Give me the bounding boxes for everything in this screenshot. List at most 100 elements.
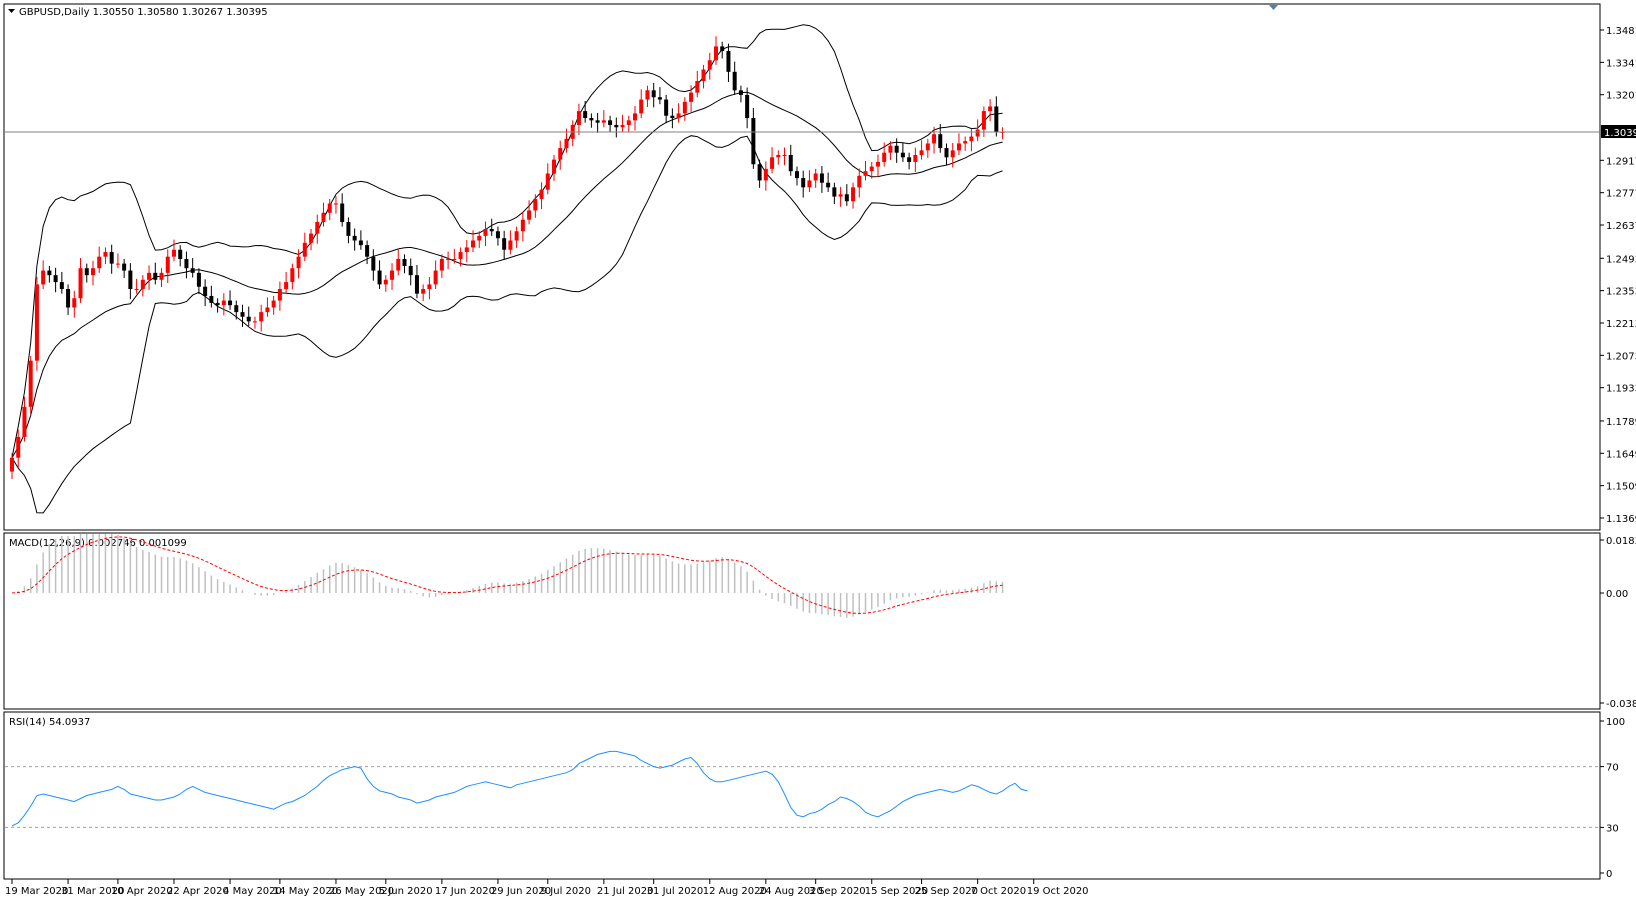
candle: [302, 232, 307, 262]
candle: [869, 161, 874, 179]
candle-body: [390, 270, 395, 280]
candle: [377, 260, 382, 290]
time-tick-label: 22 Apr 2020: [167, 886, 229, 897]
candle-body: [913, 155, 918, 162]
candle-body: [832, 187, 837, 197]
candle-body: [552, 159, 557, 174]
candle: [358, 230, 363, 250]
candle-body: [10, 457, 14, 472]
candle-body: [944, 148, 949, 158]
candle: [47, 265, 52, 283]
candle-body: [963, 141, 968, 144]
candle-body: [620, 124, 625, 128]
candle: [626, 115, 631, 133]
candle: [676, 103, 681, 123]
candle: [969, 129, 974, 152]
chart-shift-marker-icon[interactable]: [1269, 5, 1278, 10]
bollinger-lower-line: [11, 135, 1003, 514]
candle: [838, 186, 843, 207]
candle-body: [732, 71, 737, 91]
macd-label: MACD(12,26,9) 0.002746 0.001099: [9, 538, 187, 549]
candle: [938, 124, 943, 153]
candle-body: [433, 270, 438, 285]
candle: [944, 143, 949, 165]
candle: [738, 85, 743, 103]
candle: [614, 117, 619, 138]
candle: [701, 64, 706, 89]
candle: [608, 115, 613, 133]
candle-body: [427, 284, 432, 290]
candle: [527, 200, 532, 225]
candle-body: [720, 46, 725, 52]
current-price-tag-text: 1.30395: [1604, 128, 1636, 139]
candle-body: [520, 219, 525, 232]
candle: [801, 170, 806, 198]
candle-body: [41, 270, 46, 285]
candles: [10, 36, 1005, 479]
candle-body: [726, 51, 731, 72]
candle-body: [228, 300, 233, 306]
candle-body: [383, 279, 388, 285]
time-tick-label: 31 Jul 2020: [647, 886, 704, 897]
candle-body: [713, 46, 718, 61]
candle: [59, 271, 64, 294]
candle-body: [327, 203, 332, 213]
candle: [670, 108, 675, 129]
candle-body: [950, 150, 955, 158]
candle-body: [601, 120, 606, 123]
candle: [552, 155, 557, 181]
candle: [819, 166, 824, 193]
candle-body: [533, 198, 538, 211]
candle-body: [813, 173, 818, 181]
candle: [745, 87, 750, 129]
candle: [228, 290, 233, 310]
candle-body: [782, 155, 787, 157]
candle-body: [900, 152, 905, 158]
candle-body: [907, 157, 912, 162]
candle: [109, 244, 114, 274]
candle-body: [84, 268, 89, 276]
candle: [203, 279, 208, 307]
candle: [770, 147, 775, 174]
candle: [259, 304, 264, 332]
candle-body: [34, 284, 39, 361]
candle: [894, 138, 899, 163]
candle-body: [59, 282, 64, 290]
candle: [190, 258, 195, 278]
candle-body: [894, 145, 899, 153]
candle: [246, 306, 251, 326]
candle-body: [844, 194, 849, 202]
candle: [813, 168, 818, 188]
candle-body: [358, 240, 363, 246]
candle-body: [340, 203, 345, 223]
candle-body: [402, 258, 407, 266]
candle: [888, 141, 893, 161]
candle: [763, 161, 768, 191]
macd-layer: [11, 534, 1004, 618]
rsi-tick-label: 0: [1606, 869, 1612, 880]
candle: [458, 247, 463, 267]
candle: [184, 251, 189, 279]
candle: [396, 248, 401, 276]
candle-body: [352, 235, 357, 241]
candle: [508, 230, 513, 255]
candle: [794, 166, 799, 186]
axis-layer: 1.34810 1.33410 1.32010 1.29170 1.27770 1.263…: [5, 26, 1636, 897]
rsi-layer: [5, 750, 1600, 828]
candle-body: [22, 406, 27, 437]
candle: [153, 262, 158, 285]
candle: [477, 231, 482, 248]
candle-body: [259, 312, 264, 322]
candle-body: [495, 231, 500, 239]
macd-tick-label: 0.00: [1606, 589, 1628, 600]
candle: [514, 226, 519, 248]
price-tick-label: 1.23530: [1606, 287, 1636, 298]
candle-body: [53, 275, 58, 283]
candle: [956, 133, 961, 156]
time-tick-label: 24 Aug 2020: [759, 886, 823, 897]
candle-body: [589, 118, 594, 121]
candle: [296, 249, 301, 279]
candle-body: [639, 99, 644, 114]
collapse-triangle-icon[interactable]: [8, 9, 15, 13]
